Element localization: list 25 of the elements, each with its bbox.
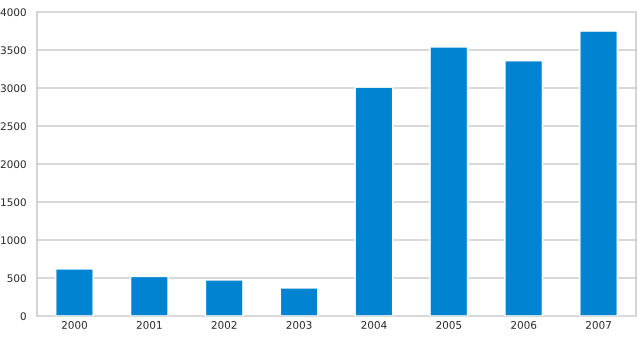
y-tick-label: 0 xyxy=(20,312,26,320)
y-tick-label: 1000 xyxy=(1,236,26,244)
x-tick-label: 2002 xyxy=(212,321,236,329)
bar xyxy=(280,287,318,316)
y-tick-label: 3500 xyxy=(0,46,26,54)
y-tick-label: 2500 xyxy=(0,122,26,130)
bar xyxy=(55,268,94,316)
y-tick-label: 4000 xyxy=(0,8,26,16)
x-tick-label: 2006 xyxy=(511,321,536,329)
y-tick-label: 500 xyxy=(8,274,26,282)
bar xyxy=(504,60,544,316)
x-tick-label: 2007 xyxy=(586,321,611,329)
bar xyxy=(204,279,244,316)
x-tick-label: 2005 xyxy=(436,321,462,329)
x-tick-label: 2003 xyxy=(286,321,312,329)
y-tick-label: 3000 xyxy=(0,84,26,92)
x-tick-label: 2000 xyxy=(62,321,87,329)
x-tick-label: 2004 xyxy=(361,321,387,329)
y-tick-label: 1500 xyxy=(1,198,26,206)
bar xyxy=(354,86,394,316)
y-tick-label: 2000 xyxy=(0,160,26,168)
bar xyxy=(579,30,618,316)
bar xyxy=(130,276,169,316)
x-tick-label: 2001 xyxy=(136,321,162,329)
bar xyxy=(429,46,468,316)
